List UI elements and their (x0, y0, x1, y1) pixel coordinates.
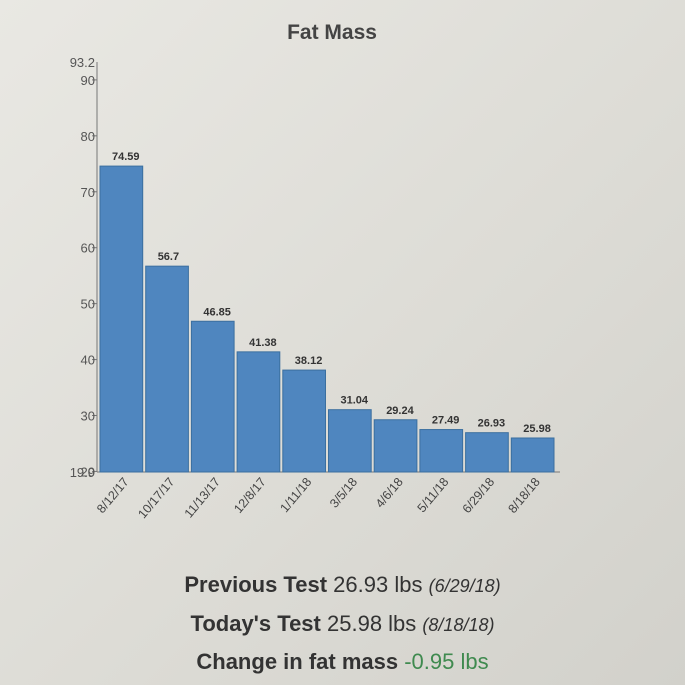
bar-value-label: 46.85 (203, 306, 231, 318)
x-tick-label: 4/6/18 (373, 475, 406, 511)
bar (145, 265, 189, 473)
x-tick-label: 3/5/18 (327, 475, 360, 511)
x-tick-label: 8/12/17 (94, 475, 132, 516)
bar-value-label: 27.49 (432, 415, 460, 427)
y-tick-label: 30 (81, 409, 95, 424)
previous-test-label: Previous Test (184, 572, 328, 597)
x-axis-labels: 8/12/17 10/17/17 11/13/17 12/8/17 1/11/18 3/5… (94, 475, 543, 521)
change-line: Change in fat mass -0.95 lbs (0, 649, 685, 675)
x-tick-label: 6/29/18 (460, 475, 498, 516)
bar (190, 320, 235, 473)
chart-title: Fat Mass (287, 21, 377, 44)
bar (328, 409, 372, 473)
y-tick-label: 20 (81, 464, 95, 479)
bar (465, 432, 509, 473)
previous-test-value: 26.93 lbs (333, 572, 423, 597)
bar-value-label: 29.24 (386, 405, 414, 417)
bar (282, 369, 326, 473)
today-test-label: Today's Test (190, 611, 321, 636)
change-label: Change in fat mass (196, 649, 399, 674)
bar-value-label: 74.59 (112, 151, 140, 163)
x-tick-label: 11/13/17 (182, 475, 223, 521)
y-axis-ticks: 20 30 40 50 60 70 80 90 19.9 93.2 (70, 55, 97, 480)
bar-value-label: 25.98 (523, 423, 551, 435)
x-tick-label: 12/8/17 (231, 475, 269, 516)
x-tick-label: 10/17/17 (135, 475, 177, 521)
y-tick-label: 80 (81, 129, 95, 144)
today-test-value: 25.98 lbs (327, 611, 417, 636)
previous-test-line: Previous Test 26.93 lbs (6/29/18) (0, 572, 685, 598)
bar (236, 351, 281, 473)
y-tick-label: 90 (81, 73, 95, 88)
bar (99, 165, 144, 473)
bar-value-labels: 74.59 56.7 46.85 41.38 38.12 31.04 29.24 27.49 2… (112, 151, 551, 435)
change-value: -0.95 lbs (404, 649, 489, 674)
bar (510, 437, 555, 473)
bar (373, 419, 418, 473)
y-range-label: 93.2 (70, 55, 95, 70)
fat-mass-chart: Fat Mass 20 30 40 50 60 70 80 90 19.9 93.2 74.59 5… (70, 21, 560, 521)
x-tick-label: 8/18/18 (505, 475, 543, 516)
bar-value-label: 41.38 (249, 337, 277, 349)
bars (99, 165, 555, 473)
bar-value-label: 26.93 (478, 418, 506, 430)
bar-value-label: 56.7 (158, 251, 179, 263)
today-test-date: (8/18/18) (422, 615, 495, 635)
y-range-label: 19.9 (70, 465, 95, 480)
y-tick-label: 50 (81, 297, 95, 312)
today-test-line: Today's Test 25.98 lbs (8/18/18) (0, 611, 685, 637)
bar (419, 429, 464, 473)
x-tick-label: 5/11/18 (415, 475, 452, 515)
bar-value-label: 31.04 (341, 395, 369, 407)
bar-value-label: 38.12 (295, 355, 323, 367)
x-tick-label: 1/11/18 (278, 475, 315, 515)
y-tick-label: 40 (81, 353, 95, 368)
y-tick-label: 70 (81, 185, 95, 200)
y-tick-label: 60 (81, 241, 95, 256)
previous-test-date: (6/29/18) (428, 576, 501, 596)
